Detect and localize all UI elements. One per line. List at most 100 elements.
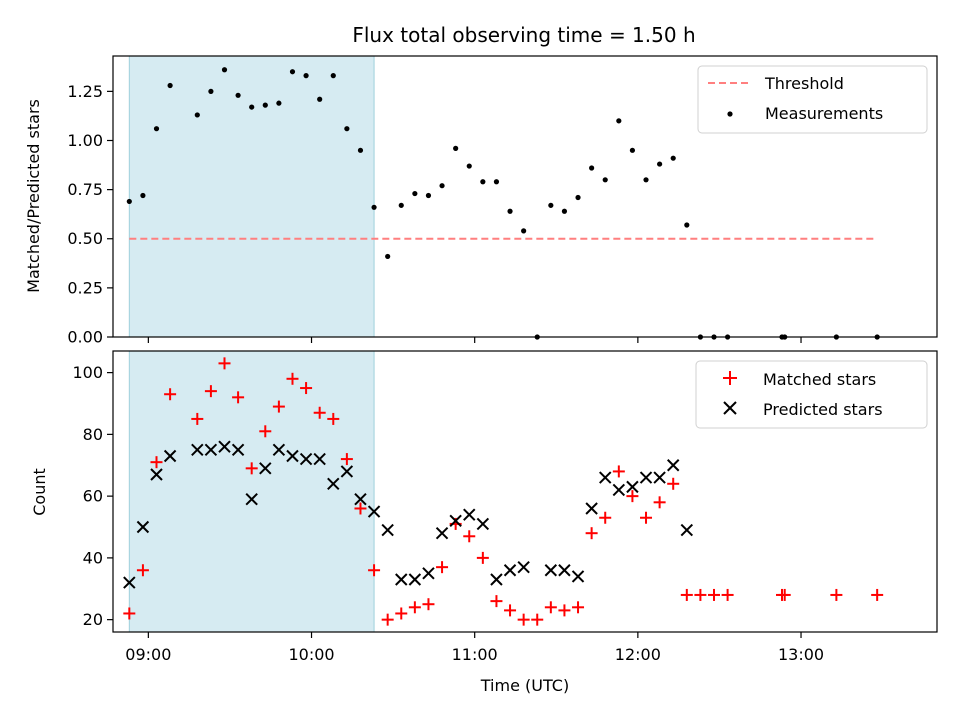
predicted-star-point	[612, 483, 626, 497]
predicted-star-point	[245, 493, 258, 506]
measurement-point	[167, 82, 173, 89]
predicted-star-point	[231, 443, 245, 457]
measurement-point	[398, 202, 404, 208]
measurement-point	[548, 202, 554, 208]
predicted-star-point	[463, 508, 476, 521]
predicted-star-point	[123, 576, 136, 589]
legend-predicted-swatch	[723, 401, 737, 415]
matched-star-point	[245, 462, 258, 475]
x-tick-label: 13:00	[778, 645, 824, 664]
x-axis-title: Time (UTC)	[480, 676, 569, 695]
measurement-point	[657, 161, 663, 167]
legend-measurements-label: Measurements	[765, 104, 883, 123]
predicted-star-point	[544, 564, 558, 577]
matched-star-point	[778, 588, 791, 601]
bottom-y-tick-label: 20	[83, 610, 103, 629]
measurement-point	[371, 204, 377, 210]
matched-star-point	[191, 412, 204, 425]
predicted-star-point	[599, 471, 612, 484]
bottom-y-tick-label: 80	[83, 425, 103, 444]
predicted-star-point	[571, 570, 585, 583]
top-legend: Threshold Measurements	[697, 65, 928, 134]
measurement-point	[221, 67, 228, 73]
measurement-point	[194, 112, 200, 118]
measurement-point	[140, 192, 146, 199]
matched-star-point	[204, 385, 217, 398]
measurement-point	[507, 208, 513, 214]
matched-star-point	[680, 588, 693, 601]
legend-matched-swatch	[723, 371, 737, 385]
predicted-star-point	[395, 573, 408, 586]
matched-star-point	[463, 530, 476, 543]
measurement-point	[330, 73, 336, 79]
bottom-shaded-span	[128, 350, 375, 633]
legend-threshold-label: Threshold	[764, 74, 844, 93]
matched-star-point	[490, 595, 503, 608]
matched-star-point	[381, 613, 394, 626]
measurement-point	[439, 183, 445, 189]
matched-star-point	[476, 551, 489, 564]
matched-star-point	[504, 604, 517, 617]
matched-star-point	[395, 607, 408, 620]
measurement-point	[561, 208, 568, 214]
measurement-point	[262, 102, 268, 108]
measurement-point	[629, 147, 636, 153]
matched-star-point	[123, 607, 136, 620]
measurement-point	[385, 253, 391, 260]
measurement-point	[684, 222, 690, 228]
predicted-star-point	[367, 505, 381, 518]
top-legend-box	[697, 65, 928, 134]
predicted-star-point	[299, 452, 313, 466]
predicted-star-point	[191, 443, 204, 457]
predicted-star-point	[585, 502, 598, 515]
predicted-star-point	[435, 526, 449, 540]
matched-star-point	[232, 391, 245, 404]
matched-star-point	[354, 502, 367, 515]
measurement-point	[276, 100, 282, 106]
measurement-point	[344, 126, 350, 132]
measurement-point	[317, 96, 323, 102]
matched-star-point	[368, 564, 381, 577]
top-y-axis-title: Matched/Predicted stars	[24, 99, 43, 293]
matched-star-point	[558, 604, 571, 617]
top-shaded-span	[128, 55, 375, 338]
predicted-star-point	[449, 514, 462, 528]
predicted-star-point	[204, 443, 218, 457]
matched-star-point	[531, 613, 544, 626]
matched-star-point	[653, 496, 666, 509]
measurement-point	[425, 192, 432, 199]
legend-measurements-swatch	[727, 111, 733, 117]
matched-star-point	[286, 372, 299, 385]
matched-star-point	[340, 453, 353, 466]
matched-star-point	[721, 588, 734, 601]
measurement-point	[357, 147, 364, 153]
measurement-point	[235, 92, 241, 98]
matched-star-point	[259, 425, 272, 438]
matched-star-point	[218, 357, 231, 370]
bottom-legend-box	[695, 360, 928, 429]
matched-star-point	[408, 601, 421, 614]
predicted-star-point	[476, 517, 490, 531]
predicted-star-point	[517, 560, 530, 574]
matched-star-point	[640, 511, 653, 524]
matched-star-point	[667, 477, 680, 490]
matched-star-point	[327, 412, 340, 425]
predicted-star-point	[313, 452, 326, 466]
matched-star-point	[585, 527, 598, 540]
x-tick-label: 09:00	[125, 645, 171, 664]
top-y-tick-label: 0.75	[67, 180, 103, 199]
measurement-point	[480, 179, 486, 185]
measurement-point	[616, 118, 622, 124]
matched-star-point	[626, 490, 639, 503]
chart-title: Flux total observing time = 1.50 h	[352, 23, 695, 47]
measurement-point	[466, 163, 472, 169]
measurement-point	[602, 177, 608, 183]
bottom-panel: 20 40 60 80 100 09:00 10:00 11:00 12:00 13:00 Cou…	[30, 350, 938, 695]
measurement-point	[153, 126, 160, 132]
predicted-star-point	[340, 465, 354, 478]
bottom-y-tick-label: 100	[72, 363, 103, 382]
measurement-point	[289, 69, 296, 75]
measurement-point	[412, 190, 418, 197]
measurement-point	[126, 198, 132, 205]
